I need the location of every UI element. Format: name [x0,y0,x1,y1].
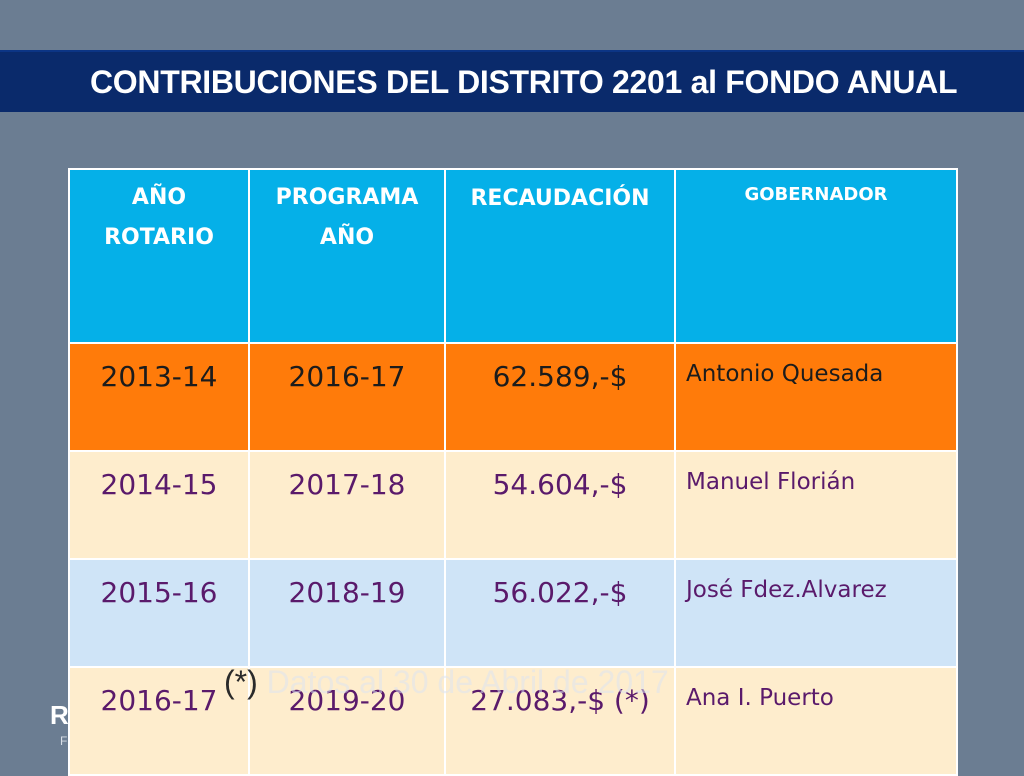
logo-fragment: R [50,700,69,730]
cell-year: 2014-15 [100,468,218,501]
cell-amount: 62.589,-$ [492,360,628,393]
table-row: 2013-14 2016-17 62.589,-$ Antonio Quesad… [68,342,958,452]
footnote-marker: (*) [224,664,258,700]
header-gobernador-label: GOBERNADOR [744,184,888,205]
header-ano-rotario-line1: AÑO [131,185,187,210]
slide-title: CONTRIBUCIONES DEL DISTRITO 2201 al FOND… [90,64,958,100]
title-band: CONTRIBUCIONES DEL DISTRITO 2201 al FOND… [0,50,1024,112]
cell-governor: José Fdez.Alvarez [686,577,887,603]
header-programa-ano-line2: AÑO [319,225,375,250]
cell-program: 2016-17 [288,360,406,393]
cell-governor: Manuel Florián [686,469,856,495]
header-programa-ano: PROGRAMA AÑO [248,168,446,344]
cell-amount: 56.022,-$ [492,576,628,609]
cell-amount: 27.083,-$ (*) [470,684,650,717]
cell-year: 2016-17 [100,684,218,717]
cell-governor: Antonio Quesada [686,361,884,387]
cell-program: 2018-19 [288,576,406,609]
table-row: 2014-15 2017-18 54.604,-$ Manuel Florián [68,450,958,560]
table-row: 2016-17 2019-20 27.083,-$ (*) Ana I. Pue… [68,666,958,776]
cell-year: 2013-14 [100,360,218,393]
header-programa-ano-line1: PROGRAMA [275,185,419,210]
header-recaudacion: RECAUDACIÓN [444,168,676,344]
footnote-text: Datos al 30 de Abril de 2017 [266,664,669,700]
cell-year: 2015-16 [100,576,218,609]
header-recaudacion-label: RECAUDACIÓN [470,186,650,211]
table-header-row: AÑO ROTARIO PROGRAMA AÑO RECAUDACIÓN GOB… [68,168,958,344]
cell-governor: Ana I. Puerto [686,685,834,711]
top-strip [0,0,1024,50]
header-ano-rotario-line2: ROTARIO [104,225,214,250]
cell-amount: 54.604,-$ [492,468,628,501]
logo-subtext: F [60,734,68,748]
table-row: 2015-16 2018-19 56.022,-$ José Fdez.Alva… [68,558,958,668]
header-gobernador: GOBERNADOR [674,168,958,344]
footnote: (*) Datos al 30 de Abril de 2017 [224,664,669,701]
contributions-table: AÑO ROTARIO PROGRAMA AÑO RECAUDACIÓN GOB… [68,168,958,776]
cell-program: 2017-18 [288,468,406,501]
header-ano-rotario: AÑO ROTARIO [68,168,250,344]
cell-program: 2019-20 [288,684,406,717]
